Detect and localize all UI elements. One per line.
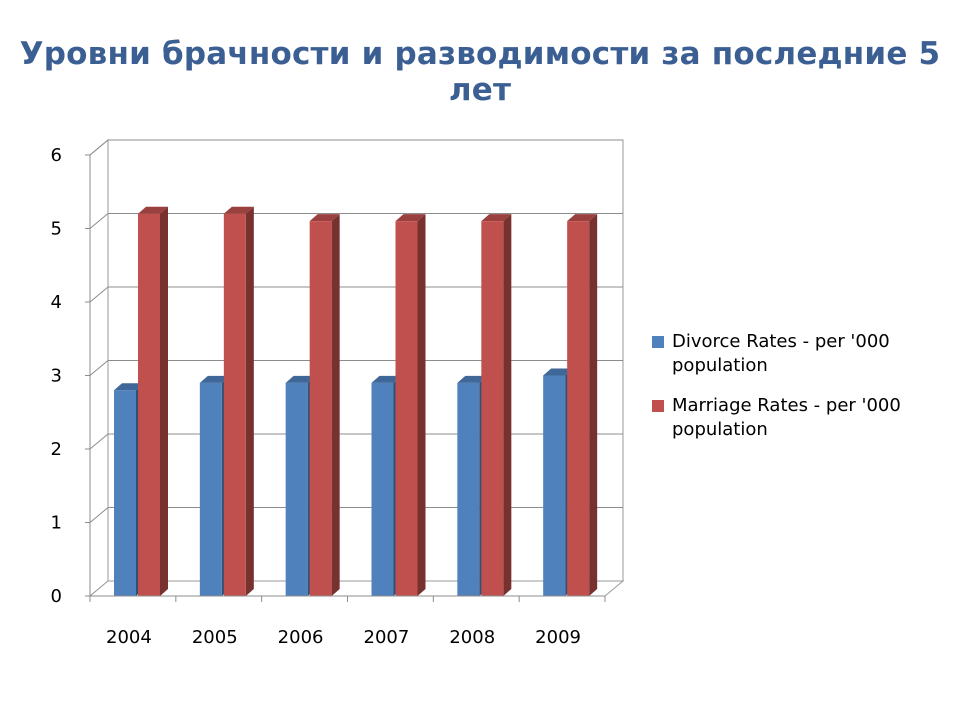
gridline	[89, 286, 623, 303]
y-axis: 0 1 2 3 4 5 6	[51, 145, 91, 607]
gridline	[89, 213, 623, 229]
x-tick-label: 2005	[192, 627, 238, 648]
legend-swatch-marriage	[652, 400, 664, 412]
x-tick-label: 2004	[106, 627, 152, 648]
legend-item-marriage: Marriage Rates - per '000 population	[652, 394, 952, 442]
bar-marriage-2009	[567, 214, 598, 596]
legend: Divorce Rates - per '000 population Marr…	[652, 330, 952, 458]
slide-title: Уровни брачности и разводимости за после…	[19, 36, 941, 108]
x-tick-label: 2009	[535, 627, 581, 648]
legend-swatch-divorce	[652, 336, 664, 348]
y-tick-label: 3	[51, 366, 62, 387]
bar-marriage-2004	[138, 206, 168, 597]
x-axis: 2004 2005 2006 2007 2008 2009	[89, 595, 606, 648]
y-tick-label: 2	[51, 439, 62, 460]
gridline	[89, 507, 623, 523]
legend-item-divorce: Divorce Rates - per '000 population	[652, 330, 952, 378]
gridline	[89, 139, 623, 156]
y-tick-label: 4	[51, 292, 62, 313]
legend-label-marriage: Marriage Rates - per '000 population	[672, 395, 901, 440]
x-tick-label: 2006	[278, 627, 324, 648]
gridlines	[89, 139, 623, 523]
bar-marriage-2005	[223, 206, 254, 597]
legend-label-divorce: Divorce Rates - per '000 population	[672, 331, 890, 376]
y-tick-label: 6	[51, 145, 62, 166]
gridline	[89, 360, 623, 376]
x-tick-label: 2008	[449, 627, 495, 648]
gridline	[89, 433, 623, 450]
y-tick-label: 1	[51, 513, 62, 534]
floor	[88, 580, 625, 597]
x-tick-label: 2007	[364, 627, 410, 648]
bar-marriage-2007	[395, 214, 426, 596]
bar-marriage-2008	[481, 214, 512, 596]
y-tick-label: 5	[51, 219, 62, 240]
chart-walls	[88, 138, 625, 598]
y-tick-label: 0	[51, 586, 62, 607]
bar-marriage-2006	[309, 214, 340, 596]
bars	[114, 206, 598, 597]
